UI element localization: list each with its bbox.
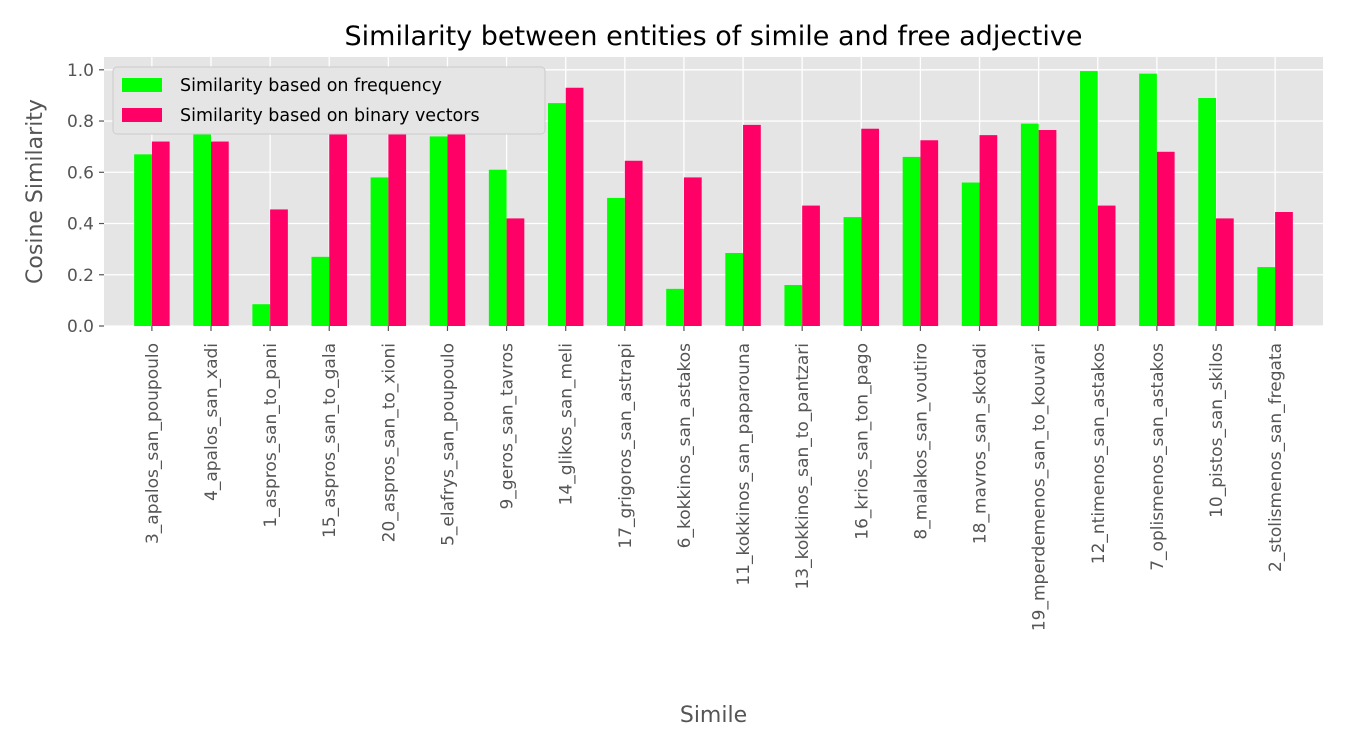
x-tick-label: 13_kokkinos_san_to_pantzari [793,343,813,590]
bar-binary-7 [565,87,584,326]
bar-binary-0 [151,141,170,326]
x-axis-ticks: 3_apalos_san_poupoulo 4_apalos_san_xadi 1_… [143,326,1286,631]
x-tick-label: 6_kokkinos_san_astakos [675,343,695,548]
y-tick-label: 0.8 [67,112,94,132]
x-tick-label: 20_aspros_san_to_xioni [379,343,399,542]
bars [134,71,1293,327]
bar-frequency-19 [1257,267,1276,326]
bar-frequency-5 [429,136,448,326]
legend-swatch-frequency [122,78,162,92]
bar-frequency-15 [1020,123,1039,326]
bar-binary-6 [506,218,525,326]
x-tick-label: 19_mperdemenos_san_to_kouvari [1030,343,1050,631]
legend-label-binary: Similarity based on binary vectors [180,106,480,126]
bar-frequency-1 [193,121,212,326]
legend: Similarity based on frequency Similarity… [112,66,546,135]
bar-binary-18 [1215,218,1234,326]
bar-frequency-8 [607,197,625,326]
x-tick-label: 4_apalos_san_xadi [202,343,222,501]
x-tick-label: 15_aspros_san_to_gala [320,343,340,538]
bar-frequency-18 [1198,97,1216,326]
bar-binary-15 [1038,130,1057,326]
x-tick-label: 1_aspros_san_to_pani [261,343,281,528]
bar-binary-2 [270,209,288,326]
legend-box [112,66,546,135]
y-tick-label: 0.4 [67,215,94,235]
bar-binary-1 [211,141,229,326]
x-tick-label: 11_kokkinos_san_paparouna [734,343,754,586]
x-tick-label: 18_mavros_san_skotadi [971,343,991,544]
bar-binary-5 [447,132,466,326]
bar-binary-9 [683,177,702,326]
x-tick-label: 7_oplismenos_san_astakos [1148,343,1168,571]
bar-frequency-10 [725,252,744,326]
bar-binary-3 [329,106,347,326]
x-tick-label: 16_krios_san_ton_pago [852,343,872,540]
y-tick-label: 1.0 [67,61,94,81]
bar-binary-19 [1275,211,1293,326]
bar-frequency-2 [252,304,271,326]
bar-frequency-0 [134,154,152,326]
bar-frequency-14 [961,182,980,326]
y-tick-label: 0.2 [67,266,94,286]
bar-frequency-6 [488,169,507,326]
x-tick-label: 5_elafrys_san_poupoulo [438,343,458,546]
bar-binary-14 [979,135,998,326]
legend-label-frequency: Similarity based on frequency [180,76,442,96]
y-axis-label: Cosine Similarity [23,99,48,284]
bar-binary-13 [920,140,939,326]
bar-frequency-13 [902,156,921,326]
bar-binary-4 [388,122,407,326]
bar-frequency-9 [666,288,684,326]
x-tick-label: 3_apalos_san_poupoulo [143,343,163,544]
x-tick-label: 12_ntimenos_san_astakos [1089,343,1109,564]
x-tick-label: 9_geros_san_tavros [498,343,518,510]
bar-frequency-11 [784,285,803,326]
y-axis-ticks: 0.0 0.2 0.4 0.6 0.8 1.0 [67,61,104,337]
y-tick-label: 0.0 [67,317,94,337]
x-tick-label: 2_stolismenos_san_fregata [1266,343,1286,572]
bar-frequency-12 [843,217,862,326]
x-tick-label: 8_malakos_san_voutiro [911,343,931,540]
bar-binary-10 [743,124,761,326]
bar-frequency-7 [547,103,566,326]
y-tick-label: 0.6 [67,163,94,183]
x-tick-label: 14_glikos_san_meli [557,343,577,505]
bar-frequency-16 [1080,71,1098,326]
bar-frequency-3 [311,256,330,326]
bar-binary-17 [1156,151,1175,326]
bar-binary-16 [1097,205,1116,326]
bar-binary-8 [624,160,643,326]
bar-frequency-4 [370,177,389,326]
bar-binary-11 [802,205,820,326]
x-tick-label: 10_pistos_san_skilos [1207,343,1227,518]
bar-frequency-17 [1139,73,1157,327]
chart-title: Similarity between entities of simile an… [345,21,1083,52]
x-tick-label: 17_grigoros_san_astrapi [616,343,636,549]
bar-binary-12 [861,128,880,326]
x-axis-label: Simile [680,703,747,728]
legend-swatch-binary [122,108,162,122]
